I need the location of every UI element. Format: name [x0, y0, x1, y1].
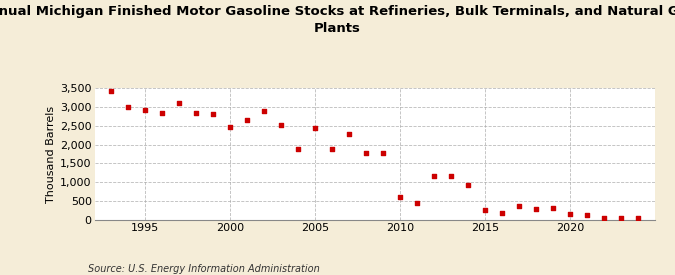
- Point: [174, 101, 185, 105]
- Point: [276, 122, 287, 127]
- Text: Annual Michigan Finished Motor Gasoline Stocks at Refineries, Bulk Terminals, an: Annual Michigan Finished Motor Gasoline …: [0, 6, 675, 34]
- Point: [259, 109, 270, 113]
- Point: [462, 182, 473, 187]
- Point: [225, 125, 236, 130]
- Point: [581, 213, 592, 217]
- Point: [378, 151, 389, 155]
- Point: [208, 111, 219, 116]
- Point: [429, 174, 439, 178]
- Point: [140, 108, 151, 112]
- Text: Source: U.S. Energy Information Administration: Source: U.S. Energy Information Administ…: [88, 264, 319, 274]
- Point: [106, 89, 117, 93]
- Point: [599, 216, 610, 220]
- Point: [616, 216, 626, 220]
- Point: [547, 206, 558, 210]
- Point: [344, 131, 354, 136]
- Point: [293, 147, 304, 152]
- Point: [191, 111, 202, 115]
- Point: [514, 204, 524, 208]
- Point: [327, 147, 338, 151]
- Point: [564, 212, 575, 216]
- Point: [360, 151, 371, 155]
- Point: [632, 216, 643, 221]
- Point: [395, 194, 406, 199]
- Point: [479, 208, 490, 212]
- Y-axis label: Thousand Barrels: Thousand Barrels: [46, 105, 56, 203]
- Point: [412, 201, 423, 205]
- Point: [123, 105, 134, 109]
- Point: [157, 111, 168, 115]
- Point: [310, 126, 321, 130]
- Point: [497, 211, 508, 215]
- Point: [242, 117, 252, 122]
- Point: [446, 174, 456, 178]
- Point: [531, 207, 541, 211]
